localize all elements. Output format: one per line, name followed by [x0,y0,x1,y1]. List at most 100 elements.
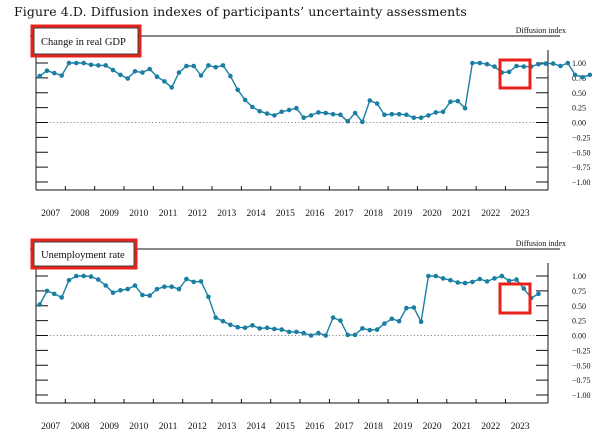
x-tick-label: 2022 [481,422,500,432]
data-point [184,63,189,69]
data-point [228,322,233,328]
x-tick-label: 2012 [188,209,207,219]
data-point [110,67,116,73]
chart-panel-1: Diffusion index 1.00 0.75 0.50 0.25 0.00 −0.25… [30,24,593,219]
data-point [103,63,108,68]
x-tick-label: 2011 [159,422,178,432]
data-point [521,286,527,291]
x-tick-label: 2018 [364,422,383,432]
data-point [448,277,453,283]
x-tick-label: 2009 [100,209,119,219]
data-point [426,273,431,279]
data-point [162,79,167,84]
data-point [37,73,42,79]
data-point [125,76,130,81]
data-point [74,60,79,66]
data-point [44,68,50,73]
figure-title: Figure 4.D. Diffusion indexes of partici… [14,4,467,19]
x-tick-label: 2013 [217,209,236,219]
data-point [250,104,255,110]
y-axis-label: Diffusion index [516,239,566,248]
data-point [294,329,299,335]
data-point [132,69,138,74]
data-point [433,273,439,279]
data-point [52,70,57,76]
data-point [389,316,395,322]
data-point [44,288,50,294]
data-point [81,60,86,66]
y-tick-label: −1.00 [572,178,591,187]
y-tick-label: 0.00 [572,332,586,341]
data-point [220,318,226,324]
data-point [140,70,145,75]
data-point [411,115,417,120]
data-point [565,60,571,66]
data-point [389,111,395,117]
y-axis-label: Diffusion index [516,26,566,35]
panel-title: Unemployment rate [41,250,125,261]
x-tick-label: 2013 [217,422,236,432]
data-point [66,60,72,66]
x-tick-label: 2016 [305,209,324,219]
data-point [411,305,417,310]
y-tick-label: −1.00 [572,391,591,400]
data-point [374,101,380,106]
data-point [367,327,373,333]
data-point [338,318,343,323]
data-point [198,279,204,284]
data-point [242,97,248,103]
data-point [110,290,116,296]
data-point [536,61,541,67]
x-tick-label: 2018 [364,209,383,219]
data-point [323,110,329,116]
data-point [433,110,439,115]
x-tick-label: 2007 [41,422,60,432]
data-point [462,280,468,286]
data-point [154,74,160,79]
y-tick-label: −0.25 [572,346,591,355]
x-tick-label: 2011 [159,209,178,219]
data-point [118,288,123,293]
data-point [352,110,358,116]
y-tick-label: −0.75 [572,163,591,172]
data-point [220,63,226,68]
data-point [587,72,593,78]
data-point [308,333,314,338]
data-point [81,273,86,279]
data-point [440,109,446,115]
data-point [59,295,64,300]
data-point [477,60,483,66]
data-point [536,291,541,297]
data-point [418,319,424,325]
data-point [514,63,519,69]
data-point [448,99,453,104]
data-point [396,318,402,324]
data-point [74,273,79,279]
data-point [169,284,174,290]
data-point [374,327,380,332]
data-point [264,325,270,331]
x-tick-label: 2008 [71,209,90,219]
data-point [301,115,307,120]
data-point [235,87,240,93]
data-point [66,277,72,283]
data-point [301,330,307,336]
data-point [132,283,138,288]
data-point [360,326,365,331]
data-point [191,63,196,69]
data-point [418,115,424,120]
data-point [294,105,299,111]
data-point [125,286,130,292]
x-tick-label: 2019 [393,209,412,219]
data-point [257,108,263,114]
data-point [367,98,373,103]
data-point [213,64,218,70]
data-point [176,70,182,75]
data-point [162,284,167,290]
data-point [323,333,329,338]
data-point [477,276,483,282]
data-point [514,277,519,282]
data-point [140,292,145,298]
data-point [521,64,527,69]
